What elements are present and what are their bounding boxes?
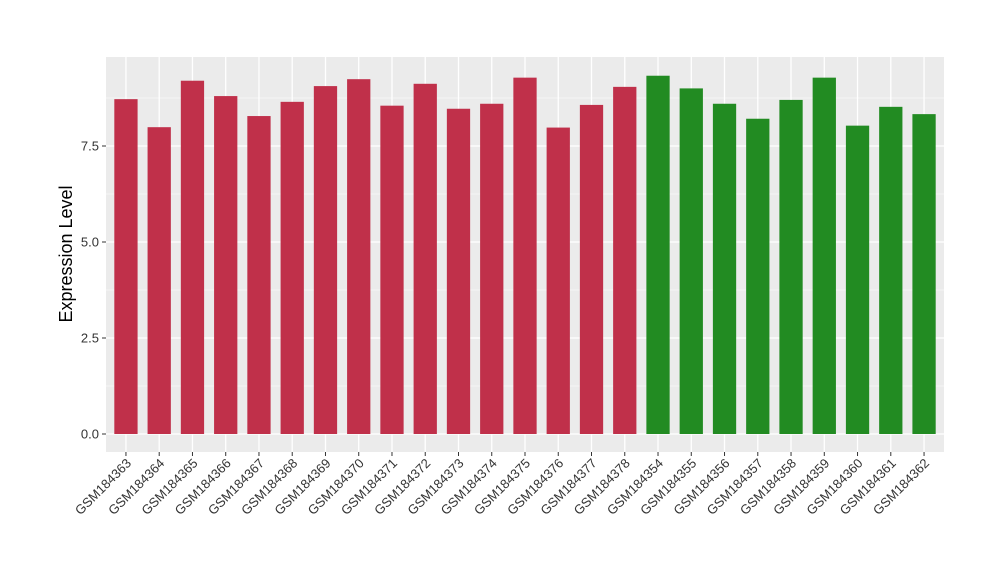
bar-GSM184374 [480, 103, 504, 434]
y-tick-label: 7.5 [81, 139, 99, 154]
bar-GSM184371 [380, 105, 404, 435]
bar-GSM184376 [546, 127, 570, 435]
bar-GSM184361 [879, 106, 903, 434]
y-tick-label: 2.5 [81, 331, 99, 346]
y-tick-label: 5.0 [81, 235, 99, 250]
bar-GSM184366 [214, 96, 238, 434]
bar-GSM184355 [679, 88, 703, 435]
bar-GSM184365 [180, 80, 205, 434]
bar-GSM184370 [347, 79, 371, 435]
bar-GSM184358 [779, 99, 803, 435]
bar-GSM184356 [712, 103, 737, 434]
bar-GSM184363 [114, 99, 138, 434]
y-tick-label: 0.0 [81, 427, 99, 442]
bar-GSM184375 [513, 77, 537, 434]
bar-GSM184369 [313, 86, 338, 434]
bar-GSM184377 [579, 104, 604, 435]
y-axis-title: Expression Level [56, 185, 76, 322]
bar-GSM184364 [147, 127, 171, 435]
bar-GSM184372 [413, 83, 437, 435]
bar-series [114, 75, 936, 435]
bar-GSM184359 [812, 77, 836, 434]
bar-GSM184354 [646, 75, 670, 434]
bar-GSM184362 [912, 114, 936, 435]
bar-GSM184378 [613, 86, 637, 434]
bar-GSM184360 [845, 125, 870, 434]
y-axis: 0.0 2.5 5.0 7.5 [81, 139, 106, 442]
bar-GSM184368 [280, 101, 304, 434]
bar-GSM184357 [746, 118, 770, 435]
bar-GSM184373 [446, 108, 471, 434]
bar-GSM184367 [247, 116, 271, 434]
x-axis: GSM184363GSM184364GSM184365GSM184366GSM1… [72, 452, 932, 518]
